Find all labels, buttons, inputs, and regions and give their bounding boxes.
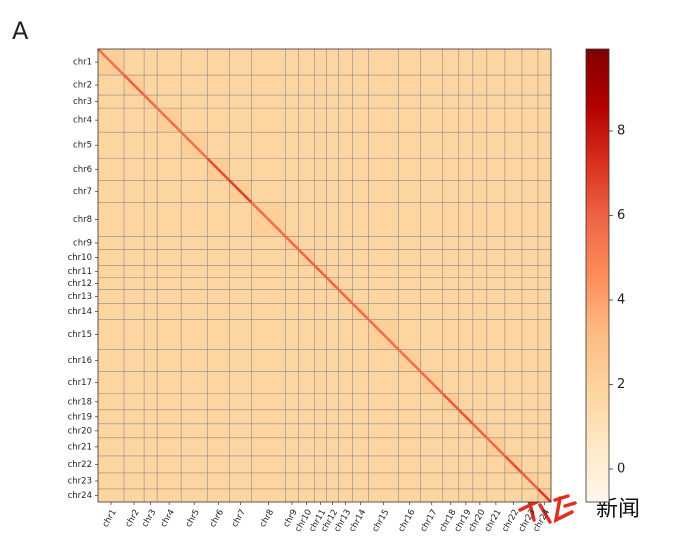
x-tick-label: chr7 xyxy=(230,508,248,529)
diagonal xyxy=(228,179,253,204)
y-tick-label: chr2 xyxy=(73,81,92,91)
diagonal xyxy=(397,348,422,373)
diagonal xyxy=(503,454,523,474)
diagonal xyxy=(143,94,159,110)
diagonal xyxy=(313,264,328,279)
y-tick-label: chr1 xyxy=(73,58,92,68)
watermark-logo xyxy=(518,494,577,524)
diagonal xyxy=(471,422,488,439)
x-tick-label: chr8 xyxy=(258,508,276,529)
y-tick-label: chr9 xyxy=(73,238,92,248)
diagonal xyxy=(97,48,125,76)
diagonal xyxy=(419,370,444,395)
colorbar-tick-label: 6 xyxy=(617,208,625,223)
y-tick-label: chr23 xyxy=(68,476,92,486)
x-tick-label: chr16 xyxy=(397,508,418,534)
diagonal xyxy=(206,157,231,182)
y-tick-label: chr3 xyxy=(73,97,92,107)
y-tick-label: chr24 xyxy=(68,491,92,501)
x-tick-label: chr3 xyxy=(140,508,158,529)
plot-frame xyxy=(97,48,552,503)
y-tick-label: chr10 xyxy=(68,253,92,263)
colorbar-tick-label: 0 xyxy=(617,462,625,477)
diagonal xyxy=(123,74,146,97)
y-tick-label: chr21 xyxy=(68,442,92,452)
diagonal xyxy=(250,201,287,238)
diagonal xyxy=(156,107,183,134)
x-tick-label: chr17 xyxy=(419,508,440,534)
y-tick-label: chr14 xyxy=(68,307,92,317)
x-tick-label: chr6 xyxy=(208,508,226,529)
diagonal xyxy=(284,235,300,251)
diagonal xyxy=(367,318,400,351)
diagonal xyxy=(180,131,209,160)
y-tick-label: chr18 xyxy=(68,397,92,407)
y-tick-label: chr17 xyxy=(68,378,92,388)
diagonal xyxy=(537,488,552,503)
x-tick-label: chr4 xyxy=(159,508,177,529)
diagonal xyxy=(351,302,370,321)
y-tick-label: chr8 xyxy=(73,215,92,225)
y-tick-label: chr12 xyxy=(68,279,92,289)
diagonal xyxy=(297,248,316,267)
x-tick-label: chr15 xyxy=(371,508,392,534)
x-tick-label: chr2 xyxy=(124,508,142,529)
diagonal xyxy=(441,392,460,411)
y-tick-label: chr16 xyxy=(68,356,92,366)
diagonal xyxy=(521,472,539,490)
diagonal xyxy=(337,288,354,305)
colorbar-tick-label: 8 xyxy=(617,123,625,138)
y-tick-label: chr15 xyxy=(68,330,92,340)
panel-label: A xyxy=(12,17,29,45)
x-tick-label: chr5 xyxy=(184,508,202,529)
diagonal xyxy=(325,276,340,291)
y-tick-label: chr5 xyxy=(73,141,92,151)
y-tick-label: chr19 xyxy=(68,412,92,422)
y-tick-label: chr20 xyxy=(68,426,92,436)
y-tick-label: chr11 xyxy=(68,267,92,277)
y-tick-label: chr22 xyxy=(68,460,92,470)
diagonal xyxy=(457,408,474,425)
colorbar-tick-label: 4 xyxy=(617,293,625,308)
colorbar-tick-label: 2 xyxy=(617,377,625,392)
y-tick-label: chr6 xyxy=(73,165,92,175)
y-tick-label: chr7 xyxy=(73,187,92,197)
y-tick-label: chr4 xyxy=(73,116,92,126)
colorbar xyxy=(585,48,610,503)
x-tick-label: chr1 xyxy=(101,508,119,529)
diagonal xyxy=(485,436,506,457)
y-tick-label: chr13 xyxy=(68,292,92,302)
